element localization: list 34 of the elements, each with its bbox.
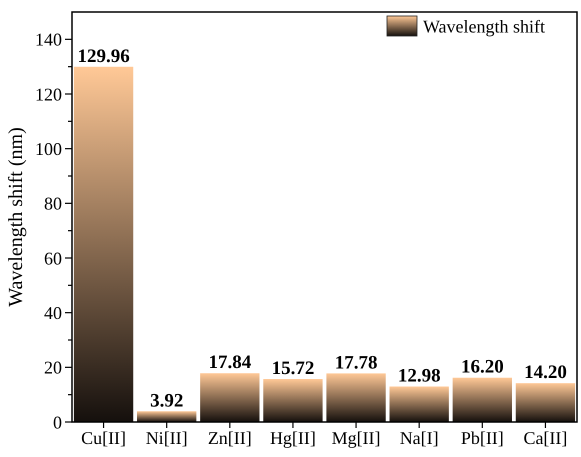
bar — [74, 66, 134, 422]
y-tick-label: 60 — [44, 248, 62, 268]
y-tick-label: 100 — [35, 138, 62, 159]
y-tick-label: 120 — [35, 84, 62, 104]
legend-label: Wavelength shift — [423, 16, 546, 36]
y-tick-label: 0 — [53, 412, 62, 432]
data-label: 3.92 — [150, 390, 184, 412]
x-tick-label: Hg[II] — [270, 428, 316, 448]
bar — [326, 373, 386, 422]
data-label: 17.84 — [208, 352, 252, 374]
bar — [200, 373, 260, 422]
bar — [263, 379, 323, 422]
data-label: 15.72 — [272, 358, 314, 380]
data-label: 14.20 — [524, 362, 567, 384]
data-label: 16.20 — [460, 356, 504, 378]
y-tick-label: 80 — [44, 194, 62, 214]
x-tick-label: Ca[II] — [523, 428, 568, 448]
bar — [516, 383, 576, 422]
y-tick-label: 140 — [35, 30, 62, 50]
data-label: 12.98 — [398, 366, 441, 387]
x-tick-label: Cu[II] — [81, 428, 126, 448]
y-tick-label: 40 — [44, 302, 62, 323]
x-tick-label: Mg[II] — [332, 428, 381, 448]
bar — [390, 386, 449, 422]
bar — [452, 378, 512, 422]
y-tick-label: 20 — [44, 358, 62, 378]
bar — [137, 411, 196, 422]
data-label: 17.78 — [334, 352, 378, 374]
x-tick-label: Na[I] — [400, 428, 439, 448]
data-label: 129.96 — [77, 46, 130, 67]
y-axis-title: Wavelength shift (nm) — [5, 127, 27, 307]
x-tick-label: Ni[II] — [146, 428, 188, 448]
x-tick-label: Pb[II] — [460, 428, 504, 448]
x-tick-label: Zn[II] — [208, 428, 252, 448]
